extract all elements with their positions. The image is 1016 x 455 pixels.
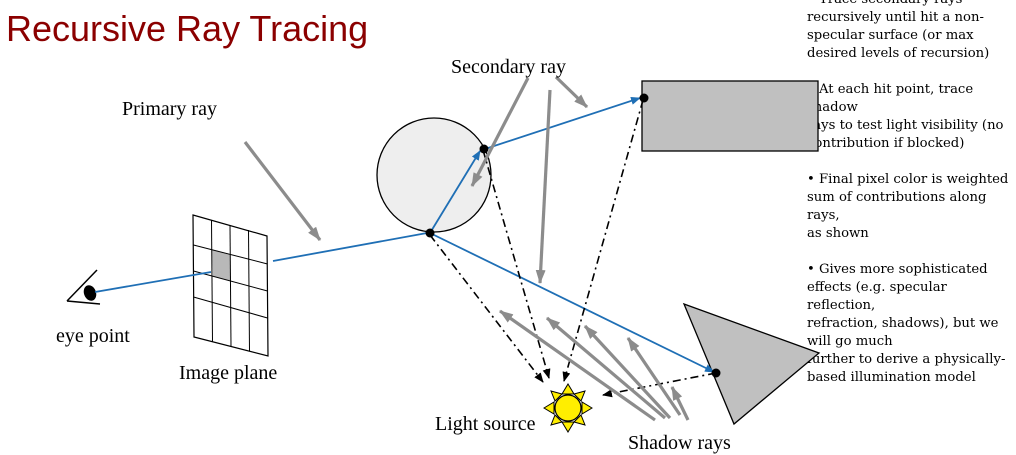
shadow-rays-label: Shadow rays — [628, 432, 731, 454]
shadow-ray-pointer-1 — [499, 309, 656, 422]
shadow-ray-pointer-3 — [583, 324, 672, 420]
pointer-arrows — [243, 75, 690, 422]
reflection-ray — [429, 232, 715, 373]
primary-ray-pointer — [243, 141, 322, 241]
bullet-4-line-5: further to derive a physically- — [807, 352, 1006, 367]
hit-points — [425, 93, 721, 378]
primary-ray-label: Primary ray — [122, 98, 217, 120]
bullet-3-line-1: • Final pixel color is weighted — [807, 172, 1009, 187]
rectangle-object — [641, 80, 819, 152]
bullet-4: • Gives more sophisticated effects (e.g.… — [807, 261, 1016, 387]
bullet-2-line-1: • At each hit point, trace shadow — [807, 82, 974, 115]
image-plane-label: Image plane — [179, 362, 278, 384]
bullet-2: • At each hit point, trace shadow rays t… — [807, 81, 1016, 153]
bullet-4-line-4: will go much — [807, 334, 893, 349]
primary-ray-line — [272, 232, 428, 262]
bullet-2-line-3: contribution if blocked) — [807, 136, 965, 151]
bullet-4-line-2: effects (e.g. specular reflection, — [807, 280, 947, 313]
bullet-list: • Trace secondary rays recursively until… — [807, 0, 1016, 405]
bullet-1-line-3: specular surface (or max — [807, 28, 974, 43]
secondary-ray-pointer-3 — [554, 75, 589, 109]
bullet-4-line-3: refraction, shadows), but we — [807, 316, 999, 331]
shadow-ray-pointer-4 — [626, 337, 682, 416]
bullet-3-line-3: as shown — [807, 226, 869, 241]
shadow-ray-pointer-2 — [545, 316, 667, 420]
rays — [94, 97, 715, 373]
hit-point-sphere-back — [479, 144, 489, 154]
bullet-1-line-1: • Trace secondary rays — [807, 0, 1016, 9]
secondary-ray-pointer-1 — [470, 77, 530, 187]
eye-icon — [66, 269, 101, 305]
bullet-1-line-4: desired levels of recursion) — [807, 46, 990, 61]
bullet-2-line-2: rays to test light visibility (no — [807, 118, 1004, 133]
bullet-3-line-2: sum of contributions along rays, — [807, 190, 987, 223]
hit-point-triangle — [711, 368, 721, 378]
hit-point-sphere-front — [425, 228, 435, 238]
shadow-ray-pointer-5 — [670, 386, 690, 421]
slide-title: Recursive Ray Tracing — [6, 8, 369, 49]
refraction-ray — [429, 150, 481, 234]
image-plane — [192, 214, 269, 357]
eye-ray-segment — [94, 271, 212, 293]
secondary-ray-pointer-2 — [535, 89, 552, 284]
secondary-ray-to-box — [484, 97, 641, 150]
bullet-4-line-6: based illumination model — [807, 370, 976, 385]
bullet-4-line-1: • Gives more sophisticated — [807, 262, 988, 277]
hit-point-box — [639, 93, 649, 103]
bullet-3: • Final pixel color is weighted sum of c… — [807, 171, 1016, 243]
light-source-label: Light source — [435, 413, 536, 435]
eye-point-label: eye point — [56, 325, 130, 347]
image-plane-pixel — [212, 250, 231, 281]
bullet-1: • Trace secondary rays recursively until… — [807, 0, 1016, 63]
sun-icon — [543, 383, 593, 433]
sphere — [376, 117, 492, 233]
secondary-ray-label: Secondary ray — [451, 56, 566, 78]
bullet-1-line-2: recursively until hit a non- — [807, 10, 984, 25]
triangle-object — [682, 302, 821, 426]
